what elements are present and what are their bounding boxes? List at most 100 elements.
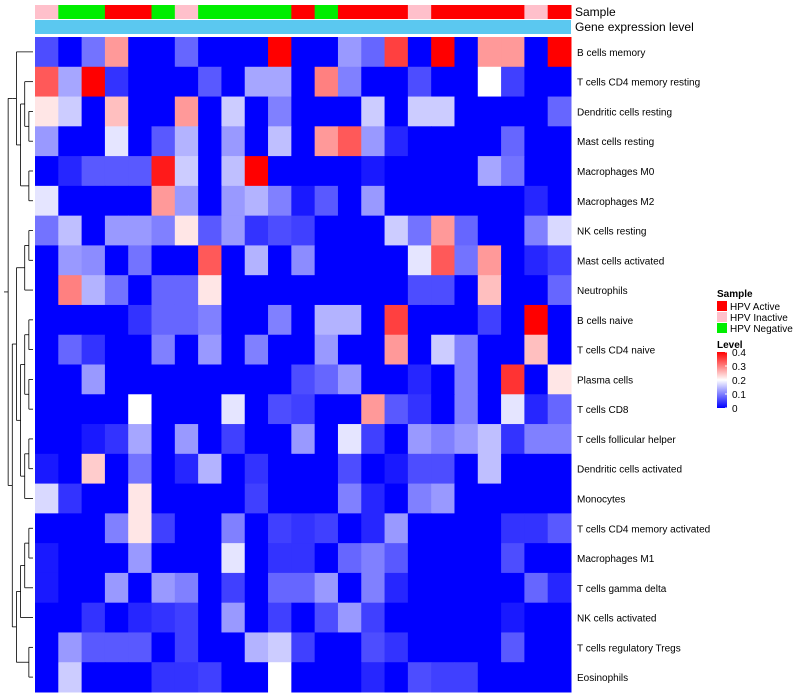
heatmap-cell bbox=[174, 394, 199, 425]
sample-annotation-cell bbox=[198, 5, 222, 19]
heatmap-cell bbox=[128, 632, 153, 663]
heatmap-cell bbox=[454, 543, 479, 574]
heatmap-cell bbox=[174, 602, 199, 633]
heatmap-cell bbox=[151, 304, 176, 336]
heatmap-cell bbox=[58, 156, 83, 187]
heatmap-cell bbox=[221, 304, 246, 336]
row-label: Plasma cells bbox=[577, 375, 633, 386]
heatmap-cell bbox=[337, 156, 362, 187]
heatmap-cell bbox=[268, 215, 292, 246]
heatmap-cell bbox=[104, 275, 129, 306]
heatmap-cell bbox=[244, 156, 269, 187]
heatmap-cell bbox=[128, 662, 153, 693]
heatmap-cell bbox=[244, 572, 269, 604]
heatmap-cell bbox=[198, 632, 222, 663]
heatmap-cell bbox=[501, 602, 525, 633]
heatmap-cell bbox=[501, 572, 525, 604]
heatmap-cell bbox=[81, 37, 106, 68]
row-label: Mast cells activated bbox=[577, 256, 664, 267]
heatmap-cell bbox=[244, 215, 269, 246]
heatmap-cell bbox=[58, 543, 83, 574]
heatmap-cell bbox=[35, 185, 59, 217]
heatmap-cell bbox=[268, 245, 292, 276]
heatmap-cell bbox=[361, 453, 386, 485]
heatmap-cell bbox=[524, 364, 549, 395]
sample-annotation-cell bbox=[361, 5, 386, 19]
heatmap-cell bbox=[221, 662, 246, 693]
heatmap-cell bbox=[81, 424, 106, 455]
heatmap-cell bbox=[291, 572, 316, 604]
heatmap-cell bbox=[291, 215, 316, 246]
heatmap-cell bbox=[361, 334, 386, 365]
heatmap-cell bbox=[407, 483, 432, 514]
heatmap-cell bbox=[35, 572, 59, 604]
heatmap-cell bbox=[524, 662, 549, 693]
heatmap-cell bbox=[384, 304, 409, 336]
heatmap-cell bbox=[291, 96, 316, 127]
heatmap-cell bbox=[151, 483, 176, 514]
heatmap-cell bbox=[151, 185, 176, 217]
heatmap-cell bbox=[198, 364, 222, 395]
heatmap-cell bbox=[547, 424, 572, 455]
annotation-label: Gene expression level bbox=[575, 20, 694, 34]
heatmap-cell bbox=[268, 543, 292, 574]
heatmap-cell bbox=[361, 424, 386, 455]
sample-annotation-cell bbox=[314, 5, 339, 19]
heatmap-cell bbox=[477, 453, 502, 485]
heatmap-cell bbox=[547, 215, 572, 246]
heatmap-cell bbox=[291, 483, 316, 514]
heatmap-cell bbox=[81, 662, 106, 693]
heatmap-cell bbox=[454, 215, 479, 246]
heatmap-cell bbox=[361, 632, 386, 663]
heatmap-cell bbox=[268, 662, 292, 693]
heatmap-cell bbox=[174, 364, 199, 395]
heatmap-cell bbox=[477, 334, 502, 365]
heatmap-cell bbox=[291, 602, 316, 633]
heatmap-cell bbox=[151, 572, 176, 604]
row-label: Eosinophils bbox=[577, 673, 628, 684]
heatmap-cell bbox=[431, 453, 455, 485]
heatmap-cell bbox=[174, 185, 199, 217]
heatmap-cell bbox=[128, 453, 153, 485]
heatmap-cell bbox=[268, 364, 292, 395]
heatmap-cell bbox=[454, 304, 479, 336]
heatmap-cell bbox=[337, 66, 362, 98]
heatmap-cell bbox=[431, 632, 455, 663]
row-label: Mast cells resting bbox=[577, 137, 654, 148]
heatmap-cell bbox=[501, 37, 525, 68]
heatmap-cell bbox=[454, 364, 479, 395]
heatmap-cell bbox=[58, 513, 83, 544]
heatmap-cell bbox=[361, 543, 386, 574]
heatmap-cell bbox=[58, 453, 83, 485]
heatmap-cell bbox=[244, 126, 269, 157]
row-label: T cells CD8 bbox=[577, 405, 629, 416]
heatmap-cell bbox=[104, 602, 129, 633]
heatmap-cell bbox=[35, 96, 59, 127]
heatmap-cell bbox=[337, 424, 362, 455]
heatmap-cell bbox=[547, 572, 572, 604]
heatmap-cell bbox=[128, 424, 153, 455]
heatmap-cell bbox=[198, 543, 222, 574]
heatmap-cell bbox=[244, 66, 269, 98]
heatmap-cell bbox=[151, 453, 176, 485]
heatmap-cell bbox=[151, 394, 176, 425]
heatmap-cell bbox=[291, 334, 316, 365]
heatmap-cell bbox=[221, 334, 246, 365]
heatmap-cell bbox=[151, 275, 176, 306]
heatmap-cell bbox=[407, 662, 432, 693]
heatmap-cell bbox=[244, 304, 269, 336]
heatmap-cell bbox=[291, 156, 316, 187]
heatmap-cell bbox=[407, 424, 432, 455]
heatmap-cell bbox=[128, 334, 153, 365]
heatmap-cell bbox=[384, 126, 409, 157]
heatmap-cell bbox=[174, 66, 199, 98]
heatmap-cell bbox=[268, 483, 292, 514]
heatmap-cell bbox=[454, 185, 479, 217]
heatmap-cell bbox=[151, 424, 176, 455]
heatmap-cell bbox=[104, 215, 129, 246]
heatmap-cell bbox=[431, 37, 455, 68]
heatmap-cell bbox=[81, 543, 106, 574]
row-label: Macrophages M2 bbox=[577, 197, 655, 208]
heatmap-cell bbox=[291, 275, 316, 306]
